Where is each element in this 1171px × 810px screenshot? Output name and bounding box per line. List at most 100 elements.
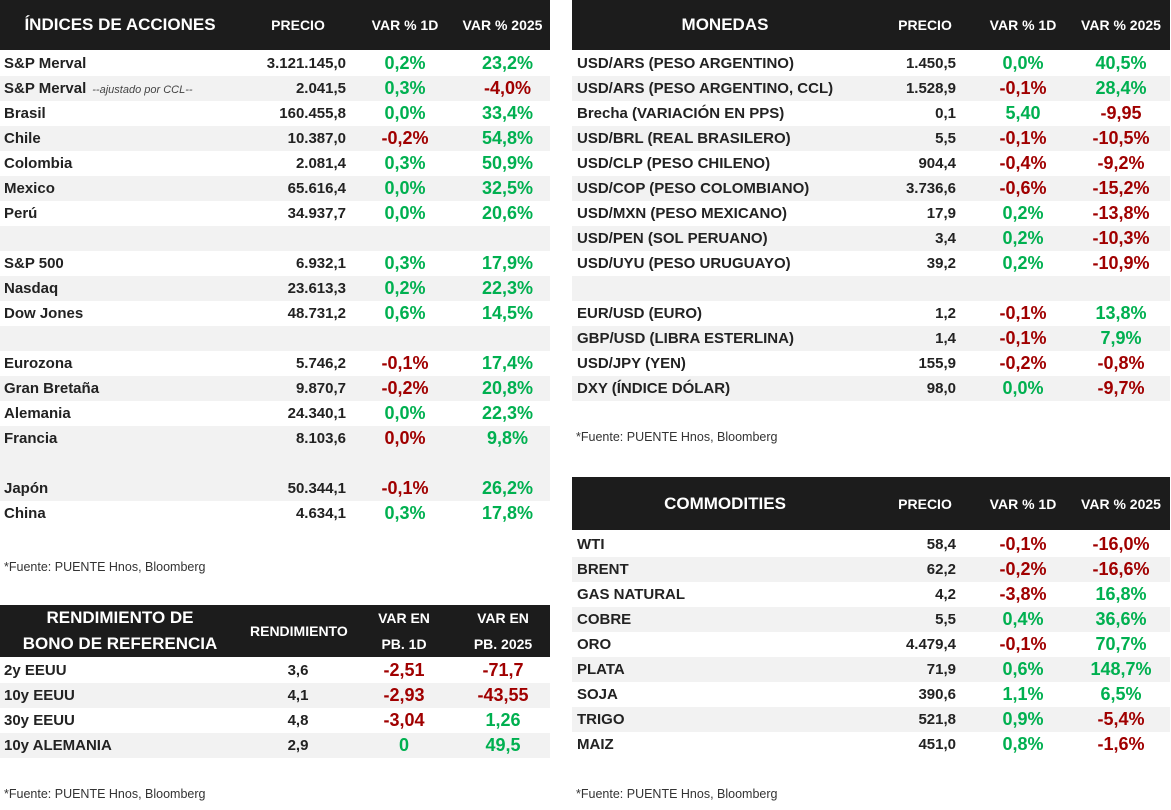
change-value: -13,8% bbox=[1073, 201, 1169, 226]
header-text: BONO DE REFERENCIA bbox=[22, 634, 218, 653]
change-value: 13,8% bbox=[1073, 301, 1169, 326]
row-label: GBP/USD (LIBRA ESTERLINA) bbox=[577, 330, 794, 347]
change-value: -4,0% bbox=[460, 76, 555, 101]
table-row bbox=[572, 607, 1170, 632]
cell-text: 0,0% bbox=[384, 403, 426, 423]
change-value: 0,0% bbox=[355, 426, 455, 451]
cell-text: -15,2% bbox=[1092, 178, 1150, 198]
change-value: 0,0% bbox=[355, 101, 455, 126]
cell-text: -0,2% bbox=[999, 559, 1047, 579]
cell-text: -0,1% bbox=[999, 634, 1047, 654]
cell-text: 0,0% bbox=[384, 428, 426, 448]
header-text: PRECIO bbox=[898, 17, 952, 33]
row-label: WTI bbox=[577, 536, 605, 553]
row-label: 10y ALEMANIA bbox=[4, 737, 112, 754]
change-value: 0,0% bbox=[975, 376, 1071, 401]
price-value: 3.736,6 bbox=[905, 180, 956, 197]
header-cell: COMMODITIES bbox=[572, 477, 878, 530]
cell-text: 26,2% bbox=[481, 478, 534, 498]
change-value: -9,7% bbox=[1073, 376, 1169, 401]
cell-text: 0,0% bbox=[384, 103, 426, 123]
change-value: -10,3% bbox=[1073, 226, 1169, 251]
cell-text: 0,0% bbox=[1002, 378, 1044, 398]
price-value: 521,8 bbox=[918, 711, 956, 728]
change-value: 14,5% bbox=[460, 301, 555, 326]
cell-text: 1,26 bbox=[485, 710, 521, 730]
cell-text: 49,5 bbox=[485, 735, 521, 755]
table-row bbox=[572, 707, 1170, 732]
cell-text: -4,0% bbox=[483, 78, 532, 98]
cell-text: 36,6% bbox=[1095, 609, 1147, 629]
header-cell: RENDIMIENTO DE BONO DE REFERENCIA bbox=[0, 605, 240, 657]
row-label: Japón bbox=[4, 480, 49, 497]
cell-text: -0,1% bbox=[999, 303, 1047, 323]
change-value: -0,6% bbox=[975, 176, 1071, 201]
cell-text: 0,0% bbox=[1002, 53, 1044, 73]
price-value: 5,5 bbox=[935, 130, 956, 147]
header-text: RENDIMIENTO DE bbox=[46, 608, 194, 627]
change-value: 0,3% bbox=[355, 251, 455, 276]
cell-text: 32,5% bbox=[481, 178, 534, 198]
table-row bbox=[0, 376, 550, 401]
change-value: 0,3% bbox=[355, 501, 455, 526]
change-value: -0,1% bbox=[975, 76, 1071, 101]
change-value: 54,8% bbox=[460, 126, 555, 151]
change-value: -3,04 bbox=[356, 708, 452, 733]
cell-text: -0,1% bbox=[999, 78, 1047, 98]
row-label: MAIZ bbox=[577, 736, 614, 753]
footnote: *Fuente: PUENTE Hnos, Bloomberg bbox=[4, 560, 206, 574]
row-label: USD/ARS (PESO ARGENTINO, CCL) bbox=[577, 80, 834, 97]
cell-text: -0,1% bbox=[381, 353, 429, 373]
cell-text: 6,5% bbox=[1100, 684, 1142, 704]
cell-text: -0,1% bbox=[999, 128, 1047, 148]
row-label: DXY (ÍNDICE DÓLAR) bbox=[577, 380, 731, 397]
row-label: ORO bbox=[577, 636, 612, 653]
table-row bbox=[572, 76, 1170, 101]
price-value: 5,5 bbox=[935, 611, 956, 628]
row-label: Nasdaq bbox=[4, 280, 59, 297]
change-value: 17,8% bbox=[460, 501, 555, 526]
table-row bbox=[0, 176, 550, 201]
header-cell: PRECIO bbox=[880, 0, 970, 50]
cell-text: -0,8% bbox=[1097, 353, 1145, 373]
change-value: 0,0% bbox=[355, 401, 455, 426]
change-value: 0,2% bbox=[975, 226, 1071, 251]
cell-text: 0,2% bbox=[1002, 228, 1044, 248]
price-value: 6.932,1 bbox=[295, 255, 346, 272]
footnote: *Fuente: PUENTE Hnos, Bloomberg bbox=[576, 787, 778, 801]
change-value: 148,7% bbox=[1073, 657, 1169, 682]
change-value: -16,6% bbox=[1073, 557, 1169, 582]
change-value: 1,1% bbox=[975, 682, 1071, 707]
change-value: 0,2% bbox=[355, 51, 455, 76]
change-value: 0,0% bbox=[975, 51, 1071, 76]
spacer-row bbox=[0, 226, 550, 251]
price-value: 390,6 bbox=[918, 686, 956, 703]
price-value: 10.387,0 bbox=[287, 130, 346, 147]
price-value: 4,2 bbox=[935, 586, 956, 603]
row-label: China bbox=[4, 505, 46, 522]
cell-text: 0,9% bbox=[1002, 709, 1044, 729]
header-text: VAR % 1D bbox=[989, 495, 1057, 512]
row-label: GAS NATURAL bbox=[577, 586, 686, 603]
row-label: USD/PEN (SOL PERUANO) bbox=[577, 230, 768, 247]
header-cell: MONEDAS bbox=[572, 0, 878, 50]
cell-text: -0,6% bbox=[999, 178, 1047, 198]
change-value: -0,2% bbox=[975, 557, 1071, 582]
change-value: 20,6% bbox=[460, 201, 555, 226]
row-label: Brasil bbox=[4, 105, 46, 122]
change-value: -71,7 bbox=[455, 658, 551, 683]
cell-text: -9,7% bbox=[1097, 378, 1145, 398]
change-value: -1,6% bbox=[1073, 732, 1169, 757]
price-value: 62,2 bbox=[926, 561, 956, 578]
cell-text: 0,0% bbox=[384, 203, 426, 223]
cell-text: 1,1% bbox=[1002, 684, 1044, 704]
table-row bbox=[0, 126, 550, 151]
header-text: PRECIO bbox=[271, 17, 325, 33]
cell-text: -3,04 bbox=[383, 710, 425, 730]
row-label: USD/BRL (REAL BRASILERO) bbox=[577, 130, 791, 147]
price-value: 4,1 bbox=[287, 687, 309, 704]
change-value: -16,0% bbox=[1073, 532, 1169, 557]
price-value: 71,9 bbox=[926, 661, 956, 678]
cell-text: 70,7% bbox=[1095, 634, 1147, 654]
cell-text: 50,9% bbox=[481, 153, 534, 173]
